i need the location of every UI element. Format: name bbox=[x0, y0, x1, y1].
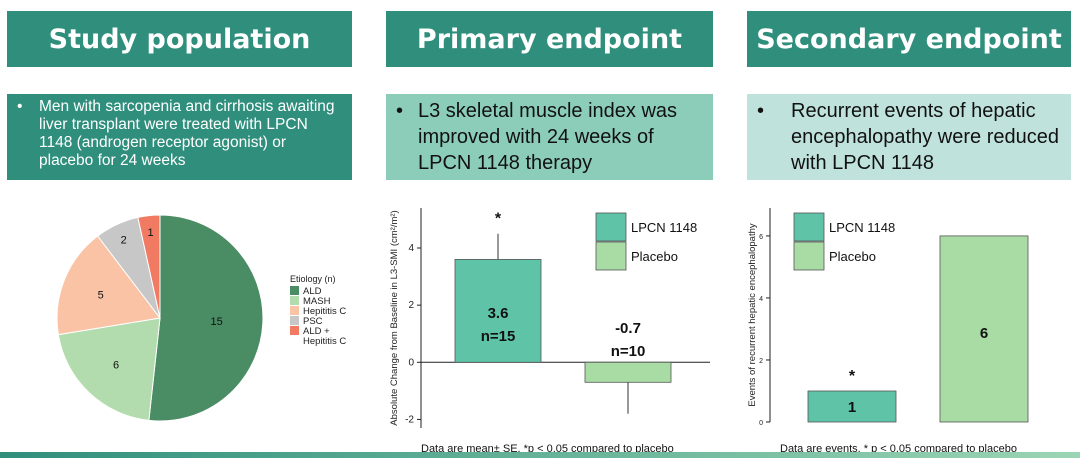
legend-swatch bbox=[290, 306, 299, 315]
pie-slice-label: 2 bbox=[121, 235, 127, 247]
pie-slice-2 bbox=[57, 317, 161, 421]
legend-label: Placebo bbox=[631, 249, 678, 264]
l3-smi-bar-chart: -2 0 2 4 Absolute Change from Baseline in L3… bbox=[389, 208, 710, 455]
y-axis-label: Events of recurrent hepatic encephalopat… bbox=[747, 223, 758, 407]
y-axis-label: Absolute Change from Baseline in L3-SMI … bbox=[389, 210, 400, 425]
pie-slice-label: 1 bbox=[148, 227, 154, 239]
y-tick-label: 4 bbox=[759, 296, 763, 303]
study-population-box: • Men with sarcopenia and cirrhosis await… bbox=[7, 94, 352, 180]
legend-label: LPCN 1148 bbox=[631, 220, 697, 235]
study-population-text: Men with sarcopenia and cirrhosis awaiti… bbox=[39, 98, 335, 169]
bar-value-label: 1 bbox=[848, 399, 856, 416]
bar-lpcn-1148 bbox=[807, 390, 897, 423]
y-tick-label: 0 bbox=[759, 420, 763, 427]
primary-endpoint-box: • L3 skeletal muscle index was improved w… bbox=[386, 94, 713, 180]
bar-n-label: n=10 bbox=[611, 343, 646, 360]
legend-label: Hepititis C bbox=[303, 336, 346, 347]
y-tick-label: 6 bbox=[759, 234, 763, 241]
y-tick-label: 4 bbox=[408, 243, 414, 254]
legend-title: Etiology (n) bbox=[290, 274, 336, 284]
footer-bar bbox=[0, 452, 1080, 458]
bar-placebo bbox=[584, 361, 672, 383]
legend-swatch bbox=[290, 286, 299, 295]
secondary-endpoint-text: Recurrent events of hepatic encephalopat… bbox=[791, 100, 1059, 174]
bar-value-label: 3.6 bbox=[488, 305, 509, 322]
legend-swatch bbox=[290, 326, 299, 335]
y-tick-label: 2 bbox=[759, 358, 763, 365]
bar-value-label: 6 bbox=[980, 325, 988, 342]
bullet: • bbox=[757, 100, 765, 122]
legend-swatch bbox=[290, 296, 299, 305]
pie-slice-label: 15 bbox=[210, 316, 222, 328]
legend-label: Placebo bbox=[829, 249, 876, 264]
significance-marker: * bbox=[849, 368, 856, 385]
legend-swatch bbox=[595, 241, 627, 271]
legend-label: PSC bbox=[303, 316, 323, 327]
primary-endpoint-header: Primary endpoint bbox=[386, 11, 713, 67]
legend-swatch bbox=[595, 212, 627, 242]
bar-value-label: -0.7 bbox=[615, 320, 641, 337]
legend-label: Hepititis C bbox=[303, 306, 346, 317]
legend-label: MASH bbox=[303, 296, 331, 307]
significance-marker: * bbox=[495, 211, 502, 228]
y-tick-label: -2 bbox=[405, 414, 414, 425]
bar-placebo bbox=[939, 235, 1029, 423]
pie-slice-label: 5 bbox=[98, 289, 104, 301]
legend-swatch bbox=[290, 316, 299, 325]
study-population-header: Study population bbox=[7, 11, 352, 67]
bullet: • bbox=[17, 98, 23, 115]
legend-swatch bbox=[793, 212, 825, 242]
pie-slice-3 bbox=[56, 235, 161, 336]
legend-label: ALD + bbox=[303, 326, 330, 337]
y-tick-label: 0 bbox=[408, 357, 414, 368]
pie-slice-label: 6 bbox=[113, 359, 119, 371]
bar-lpcn-1148 bbox=[454, 259, 542, 363]
bullet: • bbox=[396, 100, 404, 122]
secondary-endpoint-box: • Recurrent events of hepatic encephalopa… bbox=[747, 94, 1071, 180]
legend-label: LPCN 1148 bbox=[829, 220, 895, 235]
pie-slice-5 bbox=[137, 214, 161, 319]
legend-swatch bbox=[793, 241, 825, 271]
bar-n-label: n=15 bbox=[481, 328, 516, 345]
secondary-endpoint-header: Secondary endpoint bbox=[747, 11, 1071, 67]
y-tick-label: 2 bbox=[408, 300, 414, 311]
legend-label: ALD bbox=[303, 286, 322, 297]
primary-endpoint-text: L3 skeletal muscle index was improved wi… bbox=[418, 100, 678, 174]
pie-slice-1 bbox=[148, 214, 264, 422]
